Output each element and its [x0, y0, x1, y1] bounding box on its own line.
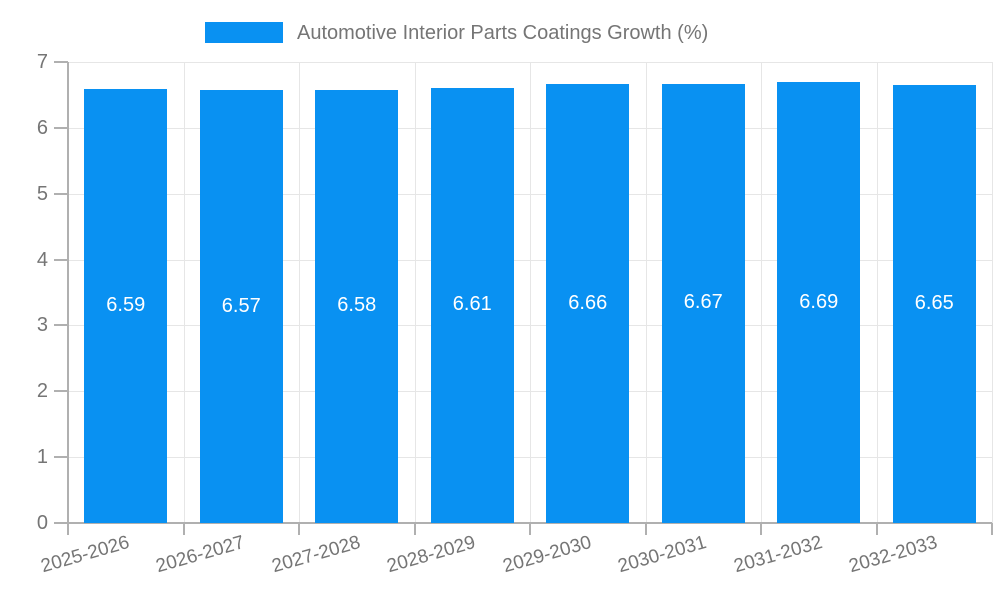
gridline-vertical	[299, 62, 300, 523]
bar[interactable]: 6.65	[892, 85, 976, 523]
legend-swatch[interactable]	[205, 22, 283, 43]
y-axis-line	[67, 62, 69, 523]
bar-value-label: 6.58	[337, 294, 377, 317]
bar-value-label: 6.57	[221, 294, 261, 317]
y-axis-tick	[54, 456, 68, 459]
y-axis-tick	[54, 324, 68, 327]
y-axis-tick	[54, 258, 68, 261]
y-axis-tick-label: 0	[36, 512, 48, 534]
x-axis-tick	[875, 523, 878, 535]
y-axis-tick	[54, 390, 68, 393]
y-axis-tick-label: 6	[36, 116, 48, 139]
y-axis-tick-label: 7	[36, 51, 48, 73]
x-axis-tick	[991, 523, 993, 535]
gridline-vertical	[761, 62, 762, 523]
bar-value-label: 6.59	[106, 293, 146, 316]
gridline-vertical	[992, 62, 993, 523]
bar[interactable]: 6.58	[315, 89, 399, 523]
bar-value-label: 6.61	[452, 293, 492, 316]
x-axis-tick	[413, 523, 416, 535]
x-axis-tick	[182, 523, 185, 535]
gridline-vertical	[414, 62, 416, 523]
bar[interactable]: 6.69	[777, 82, 861, 523]
bar-value-label: 6.65	[914, 292, 954, 315]
bar[interactable]: 6.67	[661, 83, 745, 523]
y-axis-tick-label: 5	[36, 182, 48, 205]
bar-value-label: 6.66	[568, 291, 608, 314]
x-axis-tick	[760, 523, 762, 535]
y-axis-tick-label: 1	[36, 446, 48, 469]
bar[interactable]: 6.61	[430, 87, 514, 523]
y-axis-tick-label: 4	[36, 248, 48, 271]
y-axis-tick	[54, 126, 68, 129]
y-axis-tick	[54, 61, 68, 63]
bar-value-label: 6.69	[799, 290, 839, 313]
y-axis-tick-label: 3	[36, 314, 48, 337]
bar[interactable]: 6.59	[84, 89, 168, 523]
chart-legend: Automotive Interior Parts Coatings Growt…	[0, 0, 1000, 56]
bar[interactable]: 6.57	[199, 90, 283, 523]
gridline-vertical	[530, 62, 531, 523]
gridline-vertical	[645, 62, 647, 523]
x-axis-line	[54, 522, 992, 524]
y-axis-tick-label: 2	[36, 380, 48, 403]
y-axis-tick	[54, 192, 68, 195]
x-axis-tick	[298, 523, 300, 535]
x-axis-tick	[529, 523, 531, 535]
x-axis-tick	[644, 523, 647, 535]
bar[interactable]: 6.66	[546, 84, 630, 523]
x-axis-tick	[67, 523, 69, 535]
legend-label: Automotive Interior Parts Coatings Growt…	[297, 22, 709, 44]
gridline-vertical	[876, 62, 878, 523]
gridline-vertical	[183, 62, 185, 523]
bar-value-label: 6.67	[683, 291, 723, 314]
